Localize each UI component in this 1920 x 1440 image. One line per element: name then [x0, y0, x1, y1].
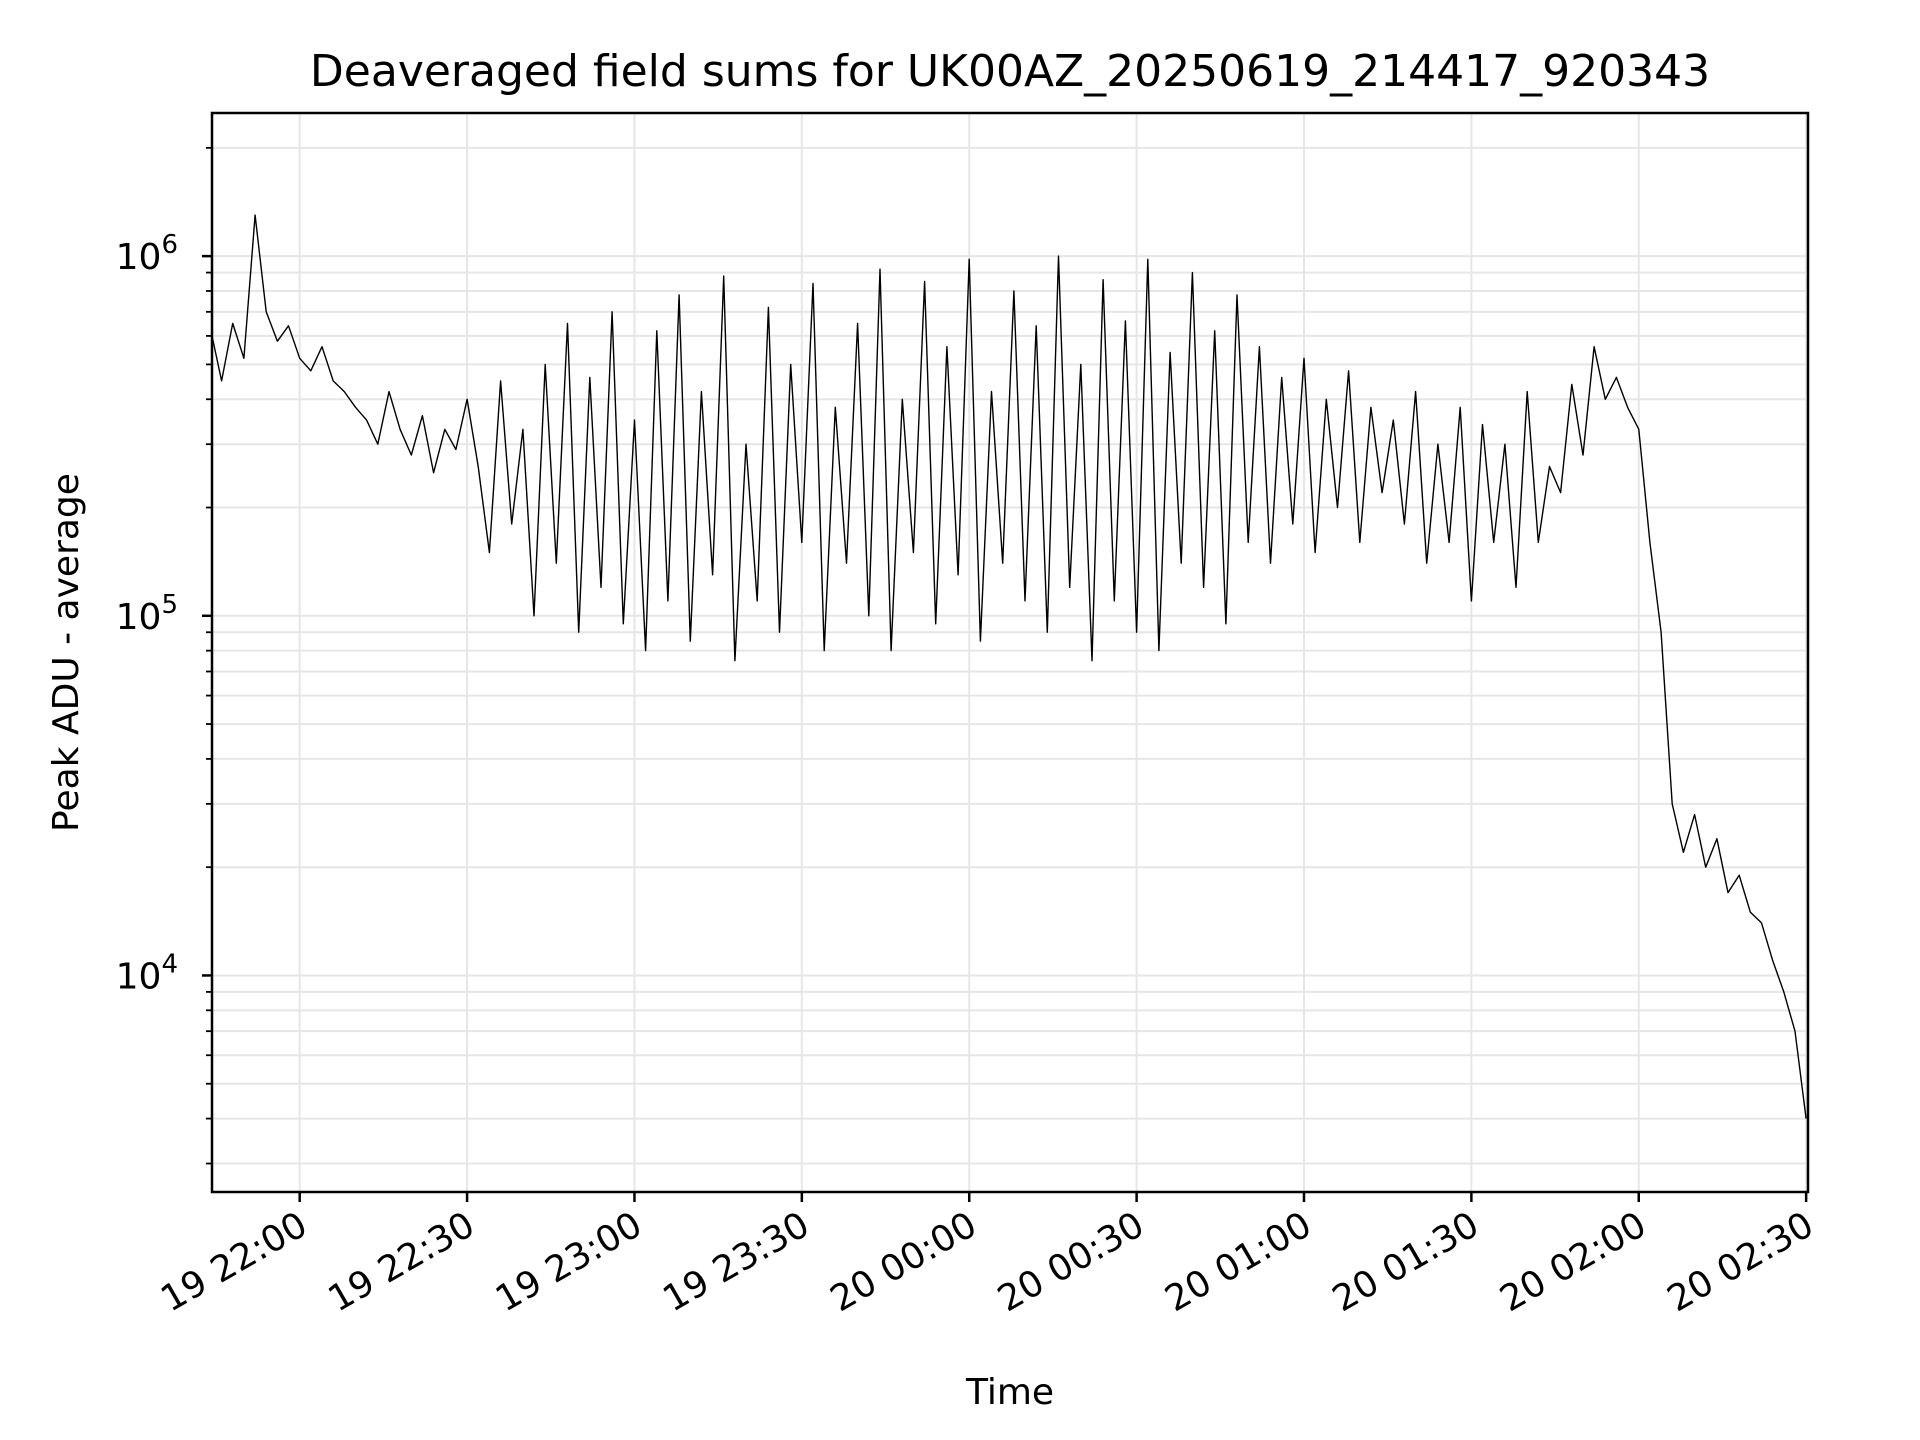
y-tick-exponent: 4 [161, 949, 178, 979]
series-line [211, 214, 1807, 1119]
y-tick-exponent: 5 [161, 590, 178, 620]
x-axis-label: Time [965, 1372, 1054, 1413]
y-tick-exponent: 6 [161, 230, 178, 260]
y-tick-base: 10 [116, 237, 162, 278]
y-tick-label: 104 [116, 949, 178, 997]
chart-title: Deaveraged field sums for UK00AZ_2025061… [310, 46, 1710, 97]
y-tick-label: 105 [116, 590, 178, 638]
grid [212, 113, 1808, 1192]
y-tick-label: 106 [116, 230, 178, 278]
y-tick-base: 10 [116, 597, 162, 638]
y-tick-base: 10 [116, 956, 162, 997]
plot-frame [210, 111, 1810, 1194]
y-axis-label: Peak ADU - average [46, 473, 87, 832]
series-layer [211, 214, 1807, 1119]
